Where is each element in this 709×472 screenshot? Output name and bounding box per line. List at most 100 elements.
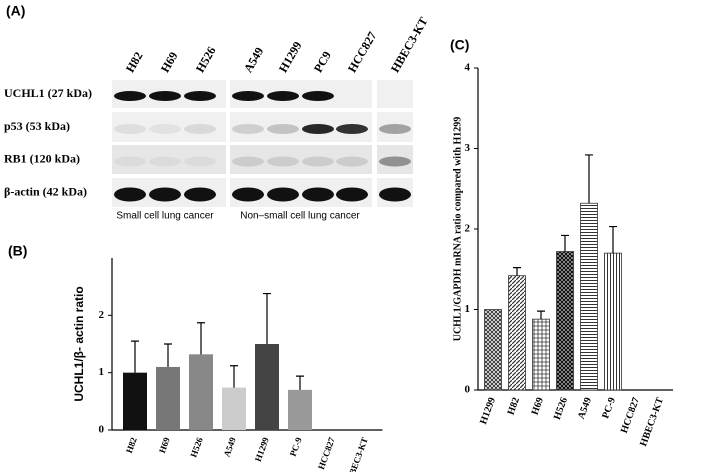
bar: [580, 202, 598, 391]
lane-label: A549: [241, 45, 266, 75]
error-bar: [230, 365, 238, 388]
lane-label: PC9: [311, 49, 334, 75]
error-bar: [609, 225, 617, 254]
bar: [156, 366, 180, 430]
blot-band: [149, 91, 181, 101]
error-bar: [585, 154, 593, 204]
bar: [532, 318, 550, 391]
panel-label: (A): [6, 3, 25, 19]
x-tick-label: H69: [157, 436, 172, 455]
blot-band: [302, 91, 334, 101]
y-tick-label: 2: [99, 309, 105, 321]
error-bar: [263, 292, 271, 344]
row-label: UCHL1 (27 kDa): [4, 86, 92, 100]
blot-band: [184, 156, 216, 167]
y-tick-label: 0: [99, 424, 105, 436]
x-tick-label: H526: [552, 396, 570, 421]
group-label: Small cell lung cancer: [116, 211, 214, 222]
y-tick-label: 4: [465, 62, 471, 74]
error-bar: [197, 322, 205, 355]
x-tick-label: HCC827: [619, 396, 642, 435]
blot-strip: [377, 112, 413, 142]
blot-band: [267, 156, 299, 167]
error-bar: [513, 267, 521, 276]
blot-strip: [112, 145, 226, 174]
y-tick-label: 2: [465, 223, 471, 235]
lane-label: HCC827: [345, 29, 379, 75]
blot-band: [302, 187, 334, 202]
error-bar: [296, 375, 304, 390]
blot-band: [149, 156, 181, 167]
x-tick-label: H526: [188, 436, 205, 459]
row-label: p53 (53 kDa): [4, 119, 70, 133]
y-tick-label: 1: [465, 303, 471, 315]
y-tick-label: 0: [465, 384, 471, 396]
blot-strip: [112, 112, 226, 142]
lane-label: H82: [123, 49, 146, 74]
lane-label: HBEC3-KT: [388, 15, 431, 75]
blot-band: [267, 124, 299, 134]
bar: [508, 275, 526, 391]
bar: [604, 252, 622, 391]
blot-band: [184, 187, 216, 202]
row-label: RB1 (120 kDa): [4, 151, 80, 165]
blot-strip: [377, 145, 413, 174]
blot-band: [114, 124, 146, 134]
x-tick-label: H1299: [478, 396, 498, 426]
row-label: β-actin (42 kDa): [4, 184, 87, 198]
x-tick-label: A549: [576, 396, 594, 421]
blot-band: [184, 91, 216, 101]
blot-band: [232, 187, 264, 202]
blot-band: [232, 124, 264, 134]
blot-band: [267, 91, 299, 101]
bar: [222, 387, 246, 430]
blot-band: [114, 187, 146, 202]
error-bar: [561, 234, 569, 252]
error-bar: [537, 310, 545, 320]
blot-band: [114, 156, 146, 167]
blot-band: [232, 91, 264, 101]
error-bar: [131, 340, 139, 373]
x-tick-label: HBEC3-KT: [345, 436, 370, 472]
lane-label: H69: [158, 49, 181, 74]
x-tick-label: HBEC3-KT: [638, 396, 666, 448]
bar: [556, 251, 574, 391]
blot-band: [302, 156, 334, 167]
blot-band: [184, 124, 216, 134]
blot-band: [149, 124, 181, 134]
x-tick-label: PC-9: [600, 396, 618, 420]
panel-label: (B): [8, 243, 27, 259]
group-label: Non–small cell lung cancer: [240, 211, 360, 222]
bar: [484, 309, 502, 391]
panel-label: (C): [450, 37, 469, 53]
blot-strip: [377, 80, 413, 108]
y-tick-label: 3: [465, 142, 471, 154]
y-tick-label: 1: [99, 366, 105, 378]
bar: [255, 344, 279, 430]
blot-band: [302, 124, 334, 134]
blot-band: [379, 124, 411, 134]
error-bar: [164, 343, 172, 367]
blot-band: [114, 91, 146, 101]
lane-label: H526: [193, 44, 219, 75]
blot-band: [149, 187, 181, 202]
y-axis-label: UCHL1/GAPDH mRNA ratio compared with H12…: [452, 117, 463, 342]
bar: [189, 354, 213, 430]
blot-strip: [230, 145, 372, 174]
blot-band: [379, 187, 411, 202]
y-axis-label: UCHL1/β- actin ratio: [72, 286, 86, 401]
x-tick-label: H82: [124, 436, 139, 455]
bar: [123, 372, 147, 430]
blot-band: [336, 156, 368, 167]
blot-band: [267, 187, 299, 202]
x-tick-label: HCC827: [316, 435, 337, 470]
x-tick-label: H82: [506, 396, 522, 416]
blot-band: [336, 124, 368, 134]
bar: [288, 389, 312, 430]
lane-label: H1299: [276, 39, 305, 75]
x-tick-label: A549: [222, 435, 238, 458]
x-tick-label: PC-9: [288, 436, 304, 458]
x-tick-label: H69: [530, 396, 546, 416]
blot-band: [379, 156, 411, 167]
